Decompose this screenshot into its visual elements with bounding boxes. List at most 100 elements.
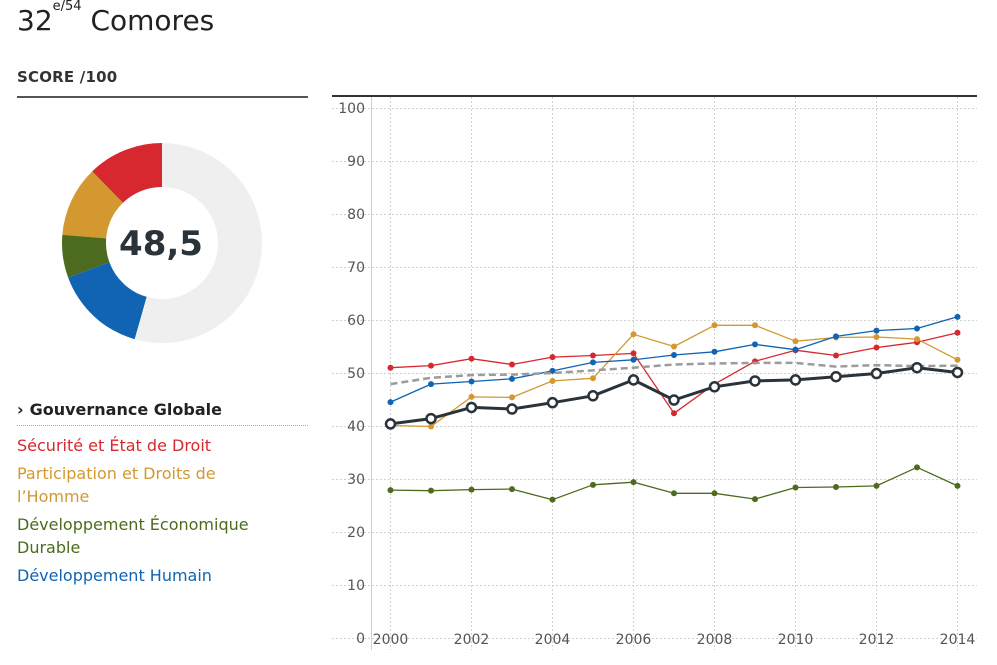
donut-segment-2 [62, 234, 110, 278]
legend: › Gouvernance Globale Sécurité et État de… [17, 400, 308, 587]
data-point[interactable] [752, 358, 758, 365]
data-point[interactable] [792, 347, 799, 354]
data-point[interactable] [792, 338, 799, 345]
data-point[interactable] [549, 354, 556, 361]
data-point[interactable] [384, 418, 397, 430]
x-tick-label: 2012 [859, 632, 895, 648]
data-point[interactable] [711, 381, 718, 388]
data-point[interactable] [428, 381, 434, 388]
rank-number: 32 [17, 4, 53, 37]
data-point[interactable] [711, 348, 718, 355]
x-tick-label: 2000 [373, 632, 409, 648]
legend-item-participation[interactable]: Participation et Droits de l’Homme [17, 464, 216, 506]
data-point[interactable] [549, 377, 556, 384]
data-point[interactable] [914, 339, 920, 346]
data-point[interactable] [428, 362, 434, 369]
data-point[interactable] [509, 394, 515, 401]
data-point[interactable] [627, 374, 640, 386]
y-tick-label: 90 [347, 154, 365, 170]
data-point[interactable] [873, 327, 880, 334]
data-point[interactable] [425, 412, 437, 425]
y-tick-label: 0 [356, 631, 365, 647]
data-point[interactable] [914, 464, 920, 471]
donut-segment-1 [62, 171, 123, 239]
data-point[interactable] [546, 396, 559, 409]
series-line-2 [390, 324, 958, 428]
data-point[interactable] [708, 381, 721, 393]
data-point[interactable] [549, 367, 556, 374]
data-point[interactable] [630, 356, 637, 363]
data-point[interactable] [954, 356, 961, 363]
y-tick-label: 60 [347, 313, 365, 329]
data-point[interactable] [509, 375, 515, 382]
data-point[interactable] [833, 352, 839, 359]
data-point[interactable] [954, 482, 961, 489]
data-point[interactable] [954, 329, 961, 336]
data-point[interactable] [914, 336, 920, 343]
data-point[interactable] [954, 313, 961, 320]
data-point[interactable] [671, 410, 677, 417]
data-point[interactable] [587, 390, 599, 402]
data-point[interactable] [590, 375, 596, 382]
data-point[interactable] [792, 484, 799, 491]
data-point[interactable] [509, 486, 515, 493]
score-donut: 48,5 [62, 143, 263, 343]
data-point[interactable] [914, 325, 920, 332]
data-point[interactable] [590, 352, 596, 359]
y-tick-label: 100 [338, 101, 365, 117]
x-tick-label: 2002 [454, 632, 490, 648]
legend-global-item[interactable]: › Gouvernance Globale [17, 400, 308, 426]
data-point[interactable] [468, 378, 475, 385]
data-point[interactable] [792, 346, 799, 353]
series-line-4 [390, 361, 958, 386]
data-point[interactable] [465, 401, 478, 414]
data-point[interactable] [833, 483, 839, 490]
data-point[interactable] [387, 422, 394, 429]
score-label: SCORE /100 [17, 68, 118, 86]
data-point[interactable] [590, 359, 596, 366]
data-point[interactable] [873, 482, 880, 489]
legend-item-securite[interactable]: Sécurité et État de Droit [17, 436, 212, 455]
data-point[interactable] [873, 333, 880, 340]
data-point[interactable] [671, 490, 677, 497]
data-point[interactable] [911, 361, 923, 374]
data-point[interactable] [951, 366, 964, 379]
data-point[interactable] [506, 403, 518, 415]
data-point[interactable] [668, 394, 680, 406]
data-point[interactable] [468, 393, 475, 400]
series-line-3 [390, 316, 958, 403]
data-point[interactable] [509, 361, 515, 368]
data-point[interactable] [873, 344, 880, 351]
data-point[interactable] [752, 322, 758, 329]
data-point[interactable] [428, 423, 434, 430]
donut-segments [62, 143, 263, 343]
data-point[interactable] [387, 399, 394, 406]
rank-suffix: e/54 [52, 0, 82, 14]
legend-item-developpement-humain[interactable]: Développement Humain [17, 566, 212, 585]
legend-item-developpement-economique[interactable]: Développement Économique Durable [17, 515, 249, 557]
data-point[interactable] [630, 479, 637, 486]
data-point[interactable] [833, 333, 839, 340]
data-point[interactable] [752, 341, 758, 348]
data-point[interactable] [590, 481, 596, 488]
data-point[interactable] [671, 351, 677, 358]
data-point[interactable] [711, 322, 718, 329]
y-tick-label: 40 [347, 419, 365, 435]
data-point[interactable] [468, 486, 475, 493]
data-point[interactable] [711, 490, 718, 497]
data-point[interactable] [549, 496, 556, 503]
data-point[interactable] [789, 374, 802, 386]
x-tick-label: 2006 [616, 632, 652, 648]
data-point[interactable] [830, 370, 842, 383]
data-point[interactable] [630, 331, 637, 338]
data-point[interactable] [468, 355, 475, 362]
data-point[interactable] [387, 364, 394, 371]
data-point[interactable] [752, 496, 758, 503]
data-point[interactable] [671, 343, 677, 350]
data-point[interactable] [387, 487, 394, 494]
data-point[interactable] [630, 350, 637, 357]
data-point[interactable] [428, 487, 434, 494]
data-point[interactable] [833, 334, 839, 341]
data-point[interactable] [870, 367, 883, 380]
data-point[interactable] [749, 375, 761, 387]
